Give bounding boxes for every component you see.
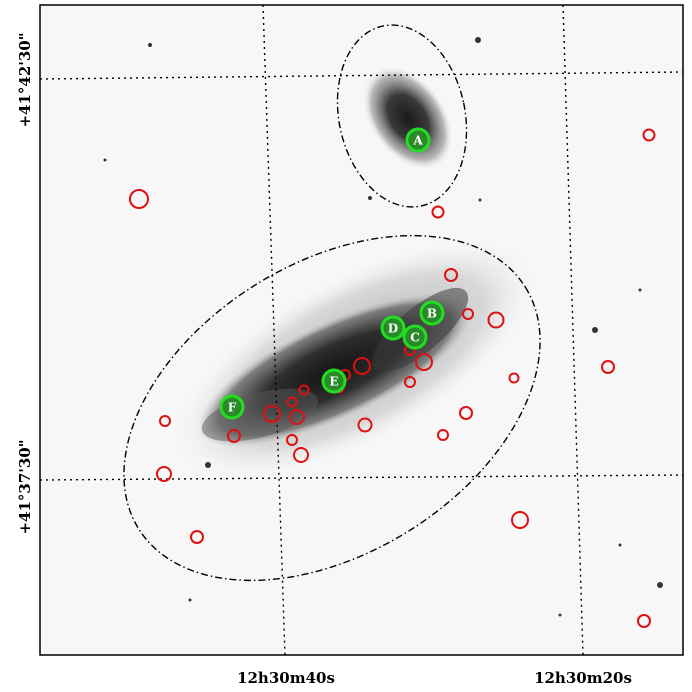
source-label-b: B [427, 307, 437, 321]
green-source-circle [402, 324, 428, 350]
red-source-circle [289, 409, 305, 425]
red-source-circle [263, 405, 281, 423]
red-source-circle [286, 434, 298, 446]
red-source-circle [511, 511, 529, 529]
source-D: D [380, 315, 406, 341]
green-source-circle [380, 315, 406, 341]
red-source-circle [437, 429, 449, 441]
source-label-e: E [329, 375, 338, 389]
source-E: E [321, 368, 347, 394]
red-source-circle [508, 372, 520, 384]
red-source-circle [637, 614, 651, 628]
source-label-d: D [388, 322, 398, 336]
red-source-circle [159, 415, 171, 427]
source-F: F [219, 394, 245, 420]
red-source-circle [431, 205, 445, 219]
source-C: C [402, 324, 428, 350]
ra-gridline [562, 4, 584, 656]
red-source-circle [444, 268, 458, 282]
red-source-circle [357, 417, 373, 433]
companion-aperture-ellipse [336, 24, 468, 208]
dec-gridline [39, 71, 684, 80]
dec-tick-label: +41°42'30" [16, 32, 34, 127]
ra-gridline [262, 4, 286, 656]
dec-tick-label: +41°37'30" [16, 439, 34, 534]
source-label-c: C [410, 331, 420, 345]
galaxy-arm [201, 388, 319, 442]
ra-tick-label: 12h30m40s [237, 669, 335, 687]
source-label-a: A [412, 134, 423, 148]
green-source-circle [219, 394, 245, 420]
red-source-circle [462, 308, 474, 320]
red-source-circle [293, 447, 309, 463]
red-source-circle [156, 466, 172, 482]
red-source-circle [129, 189, 149, 209]
field-stars [103, 37, 663, 617]
red-source-circle [404, 376, 416, 388]
source-B: B [419, 300, 445, 326]
coordinate-grid [39, 4, 684, 656]
red-source-circle [227, 429, 241, 443]
red-source-circle [601, 360, 615, 374]
dec-gridline [39, 474, 684, 481]
red-source-circle [487, 311, 505, 329]
companion-galaxy [362, 65, 454, 171]
red-source-circle [353, 357, 371, 375]
ra-tick-label: 12h30m20s [534, 669, 632, 687]
green-source-circle [321, 368, 347, 394]
source-A: A [405, 127, 431, 153]
main-galaxy-aperture-ellipse [123, 234, 541, 582]
green-source-circle [419, 300, 445, 326]
red-source-circle [286, 396, 298, 408]
green-source-circle [405, 127, 431, 153]
red-source-circle [642, 128, 656, 142]
red-source-circle [298, 384, 310, 396]
red-sources [129, 128, 656, 628]
red-source-circle [190, 530, 204, 544]
red-source-circle [459, 406, 473, 420]
source-label-f: F [228, 401, 237, 415]
red-source-circle [415, 353, 433, 371]
